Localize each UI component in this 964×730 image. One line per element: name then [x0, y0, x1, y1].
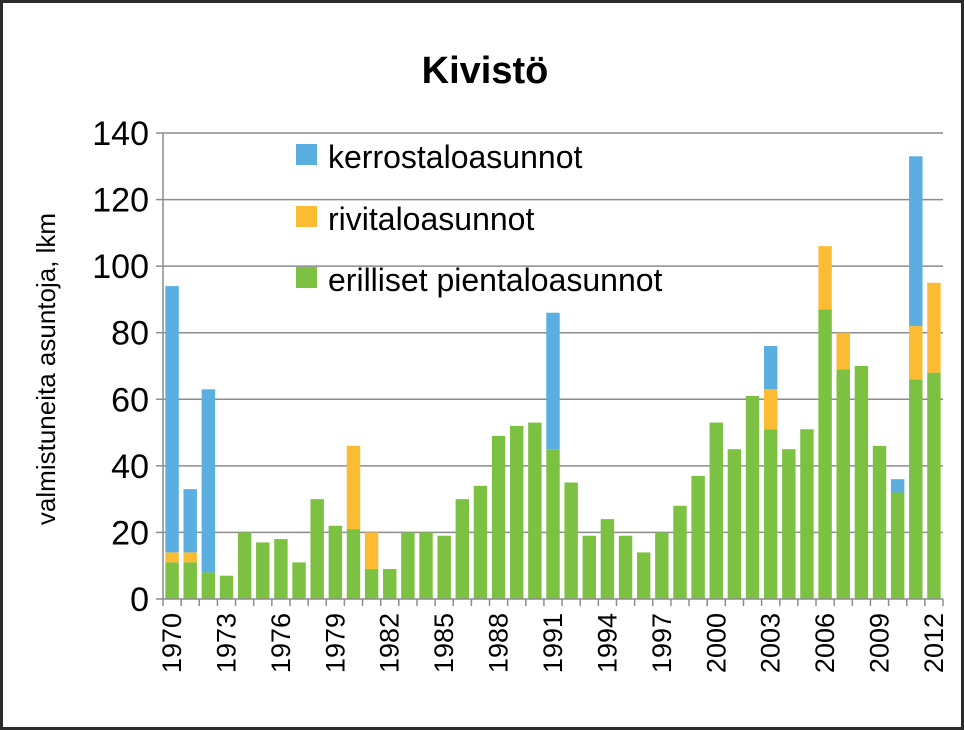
bar-rivitaloasunnot-2006 [818, 246, 832, 310]
y-tick-label: 100 [92, 248, 149, 286]
x-tick-label: 1976 [266, 613, 296, 673]
bar-erilliset-pientaloasunnot-1988 [491, 435, 506, 599]
bar-erilliset-pientaloasunnot-1975 [256, 542, 270, 599]
bar-erilliset-pientaloasunnot-1991 [546, 449, 560, 599]
legend-swatch-kerrostaloasunnot [296, 144, 317, 165]
bar-kerrostaloasunnot-2010 [890, 479, 905, 493]
bar-erilliset-pientaloasunnot-1971 [183, 562, 197, 599]
x-tick-label: 2006 [810, 613, 840, 673]
bar-kerrostaloasunnot-1991 [546, 312, 560, 450]
x-tick-label: 1985 [429, 613, 459, 673]
bar-erilliset-pientaloasunnot-2005 [800, 429, 814, 599]
y-tick-label: 0 [130, 581, 149, 619]
bar-erilliset-pientaloasunnot-1993 [582, 535, 596, 599]
y-tick-label: 40 [111, 448, 149, 486]
bar-erilliset-pientaloasunnot-2008 [854, 366, 869, 599]
x-tick-label: 1970 [157, 613, 187, 673]
chart-title: Kivistö [422, 50, 549, 92]
y-tick-label: 80 [111, 315, 149, 353]
bar-rivitaloasunnot-1970 [165, 552, 179, 563]
bar-erilliset-pientaloasunnot-2002 [745, 395, 760, 599]
legend-swatch-rivitaloasunnot [296, 206, 317, 227]
bar-rivitaloasunnot-1971 [183, 552, 197, 563]
bar-kerrostaloasunnot-1971 [183, 489, 197, 553]
axes [156, 132, 944, 606]
bar-erilliset-pientaloasunnot-1973 [219, 575, 234, 599]
bar-erilliset-pientaloasunnot-2012 [927, 372, 941, 599]
bar-erilliset-pientaloasunnot-1998 [673, 505, 687, 599]
x-tick-label: 2000 [701, 613, 731, 673]
bar-rivitaloasunnot-2011 [909, 326, 923, 380]
bar-rivitaloasunnot-1980 [346, 445, 361, 530]
x-tick-label: 1982 [375, 613, 405, 673]
legend: kerrostaloasunnot rivitaloasunnot erillise… [296, 139, 663, 298]
bar-erilliset-pientaloasunnot-1985 [437, 535, 451, 599]
bar-erilliset-pientaloasunnot-1992 [564, 482, 578, 599]
bar-erilliset-pientaloasunnot-1977 [292, 562, 306, 599]
bar-erilliset-pientaloasunnot-1987 [473, 485, 488, 599]
bar-erilliset-pientaloasunnot-1970 [165, 562, 179, 599]
bar-erilliset-pientaloasunnot-2001 [727, 449, 742, 599]
y-tick-label: 20 [111, 514, 149, 552]
bar-erilliset-pientaloasunnot-2003 [763, 429, 778, 599]
bar-erilliset-pientaloasunnot-2004 [782, 449, 796, 599]
bar-erilliset-pientaloasunnot-1980 [346, 529, 361, 599]
legend-label-kerrostaloasunnot: kerrostaloasunnot [328, 139, 582, 175]
bar-erilliset-pientaloasunnot-1974 [237, 532, 252, 599]
bar-erilliset-pientaloasunnot-1982 [383, 569, 397, 599]
bar-erilliset-pientaloasunnot-1981 [364, 569, 379, 599]
bar-erilliset-pientaloasunnot-1972 [201, 572, 216, 599]
x-tick-label: 2012 [919, 613, 949, 673]
bar-erilliset-pientaloasunnot-2000 [709, 422, 723, 599]
y-axis-label: valmistuneita asuntoja, lkm [31, 213, 61, 525]
bar-rivitaloasunnot-2007 [836, 332, 850, 370]
bar-erilliset-pientaloasunnot-2010 [890, 492, 905, 599]
y-tick-label: 120 [92, 182, 149, 220]
bar-erilliset-pientaloasunnot-1999 [691, 475, 705, 599]
bar-erilliset-pientaloasunnot-1990 [528, 422, 542, 599]
bar-erilliset-pientaloasunnot-2009 [872, 445, 887, 599]
x-tick-label: 1994 [592, 613, 622, 673]
legend-label-erilliset-pientaloasunnot: erilliset pientaloasunnot [328, 262, 663, 298]
bar-kerrostaloasunnot-2011 [909, 156, 923, 327]
x-tick-label: 1979 [320, 613, 350, 673]
bar-chart: Kivistö valmistuneita asuntoja, lkm 0 20 4… [31, 50, 949, 673]
bar-rivitaloasunnot-2012 [927, 282, 941, 373]
bar-erilliset-pientaloasunnot-1984 [419, 532, 433, 599]
bar-erilliset-pientaloasunnot-1989 [510, 425, 524, 599]
bar-erilliset-pientaloasunnot-1983 [401, 532, 415, 599]
x-tick-label: 2009 [865, 613, 895, 673]
bar-erilliset-pientaloasunnot-1986 [455, 499, 470, 599]
y-tick-label: 60 [111, 381, 149, 419]
x-tick-labels: 1970 1973 1976 1979 1982 1985 1988 1991 1994 1997… [157, 613, 949, 673]
bar-erilliset-pientaloasunnot-2006 [818, 309, 832, 599]
bars [165, 156, 941, 599]
bar-kerrostaloasunnot-1970 [165, 286, 179, 553]
bar-erilliset-pientaloasunnot-1976 [274, 539, 288, 599]
bar-erilliset-pientaloasunnot-1995 [618, 535, 633, 599]
legend-swatch-erilliset-pientaloasunnot [296, 267, 317, 288]
y-tick-label: 140 [92, 115, 149, 153]
y-tick-labels: 0 20 40 60 80 100 120 140 [92, 115, 149, 619]
bar-erilliset-pientaloasunnot-1979 [328, 525, 343, 599]
bar-erilliset-pientaloasunnot-1994 [600, 519, 615, 599]
legend-label-rivitaloasunnot: rivitaloasunnot [328, 201, 534, 237]
bar-kerrostaloasunnot-2003 [763, 346, 778, 390]
x-tick-label: 2003 [756, 613, 786, 673]
x-tick-label: 1997 [647, 613, 677, 673]
bar-erilliset-pientaloasunnot-1978 [310, 499, 324, 599]
bar-kerrostaloasunnot-1972 [201, 389, 216, 573]
x-tick-label: 1973 [211, 613, 241, 673]
bar-erilliset-pientaloasunnot-2007 [836, 369, 850, 599]
x-tick-label: 1988 [484, 613, 514, 673]
bar-erilliset-pientaloasunnot-1997 [655, 532, 669, 599]
bar-erilliset-pientaloasunnot-1996 [636, 552, 651, 599]
bar-rivitaloasunnot-1981 [364, 532, 379, 570]
bar-rivitaloasunnot-2003 [763, 389, 778, 430]
bar-erilliset-pientaloasunnot-2011 [909, 379, 923, 599]
x-tick-label: 1991 [538, 613, 568, 673]
